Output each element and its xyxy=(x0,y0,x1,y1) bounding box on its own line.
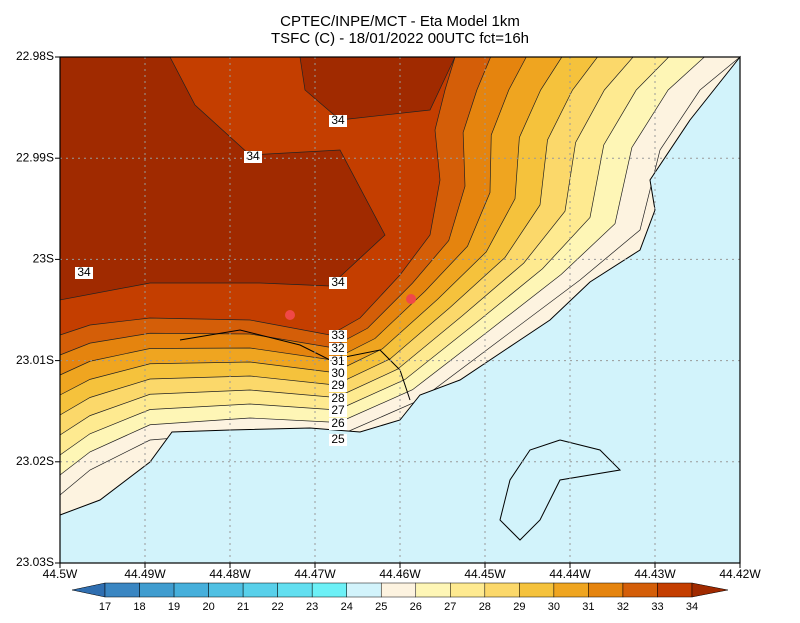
colorbar-label: 33 xyxy=(651,601,663,613)
colorbar-box xyxy=(139,582,175,598)
contour-band xyxy=(59,56,386,301)
colorbar-label: 21 xyxy=(237,601,249,613)
contour-label-box xyxy=(329,418,347,430)
contour-label-box xyxy=(329,405,347,417)
contour-label: 34 xyxy=(331,113,345,127)
colorbar-box xyxy=(588,582,624,598)
colorbar-label: 17 xyxy=(99,601,111,613)
chart-title: CPTEC/INPE/MCT - Eta Model 1km xyxy=(280,13,520,30)
colorbar-label: 34 xyxy=(686,601,698,613)
x-tick-label: 44.5W xyxy=(43,567,78,581)
colorbar-label: 20 xyxy=(202,601,214,613)
colorbar-box xyxy=(380,582,417,598)
x-tick-label: 44.46W xyxy=(379,567,421,581)
contour-label: 34 xyxy=(77,265,91,279)
contour-label: 30 xyxy=(331,366,345,380)
y-tick-label: 23.01S xyxy=(16,353,54,367)
island-outline xyxy=(499,439,622,541)
contour-label-box xyxy=(329,343,347,355)
x-tick-label: 44.43W xyxy=(634,567,676,581)
contour-label-box xyxy=(329,277,347,289)
contour-label-box xyxy=(244,151,262,163)
contour-label: 26 xyxy=(331,416,345,430)
contour-label: 25 xyxy=(331,432,345,446)
x-tick-label: 44.47W xyxy=(294,567,336,581)
colorbar-label: 31 xyxy=(582,601,594,613)
plot-frame xyxy=(59,56,741,564)
contour-label: 32 xyxy=(331,341,345,355)
y-tick-label: 22.98S xyxy=(16,49,54,63)
contour-label: 27 xyxy=(331,403,345,417)
y-tick-label: 23.03S xyxy=(16,555,54,569)
colorbar-box xyxy=(519,582,555,598)
contour-label-box xyxy=(329,393,347,405)
colorbar-label: 28 xyxy=(479,601,491,613)
colorbar-box xyxy=(104,582,140,598)
colorbar-label: 22 xyxy=(272,601,284,613)
station-dot xyxy=(406,294,416,304)
colorbar-label: 23 xyxy=(306,601,318,613)
x-tick-label: 44.45W xyxy=(464,567,506,581)
colorbar-box xyxy=(242,582,278,598)
colorbar-label: 19 xyxy=(168,601,180,613)
colorbar-label: 32 xyxy=(617,601,629,613)
contour-label: 29 xyxy=(331,378,345,392)
contour-label: 34 xyxy=(331,275,345,289)
chart-subtitle: TSFC (C) - 18/01/2022 00UTC fct=16h xyxy=(271,30,529,47)
colorbar-box xyxy=(484,582,520,598)
x-tick-label: 44.49W xyxy=(124,567,166,581)
contour-label-box xyxy=(329,356,347,368)
contour-label-box xyxy=(329,380,347,392)
contour-label: 31 xyxy=(331,354,345,368)
colorbar-label: 27 xyxy=(444,601,456,613)
x-tick-label: 44.42W xyxy=(719,567,761,581)
colorbar-label: 25 xyxy=(375,601,387,613)
colorbar-box xyxy=(277,582,313,598)
contour-label: 28 xyxy=(331,391,345,405)
station-dot xyxy=(285,310,295,320)
contour-label-box xyxy=(329,330,347,342)
colorbar-box xyxy=(450,582,486,598)
y-tick-label: 22.99S xyxy=(16,150,54,164)
contour-label: 34 xyxy=(246,149,260,163)
contour-label-box xyxy=(75,267,93,279)
colorbar-box xyxy=(208,582,244,598)
colorbar-box xyxy=(311,582,347,598)
x-tick-label: 44.48W xyxy=(209,567,251,581)
x-tick-label: 44.44W xyxy=(549,567,591,581)
colorbar-label: 18 xyxy=(133,601,145,613)
colorbar-end xyxy=(691,582,729,598)
colorbar-label: 30 xyxy=(548,601,560,613)
colorbar-box xyxy=(415,582,451,598)
contour-label-box xyxy=(329,434,347,446)
contour-label-box xyxy=(329,115,347,127)
colorbar-label: 26 xyxy=(410,601,422,613)
colorbar-box xyxy=(173,582,209,598)
y-tick-label: 23.02S xyxy=(16,454,54,468)
colorbar-label: 29 xyxy=(513,601,525,613)
colorbar-end xyxy=(71,582,106,598)
colorbar-box xyxy=(622,582,658,598)
colorbar-box xyxy=(657,582,693,598)
colorbar-box xyxy=(346,582,382,598)
y-tick-label: 23S xyxy=(33,252,54,266)
colorbar-box xyxy=(553,582,589,598)
colorbar-label: 24 xyxy=(341,601,353,613)
contour-label-box xyxy=(329,368,347,380)
contour-label: 33 xyxy=(331,328,345,342)
